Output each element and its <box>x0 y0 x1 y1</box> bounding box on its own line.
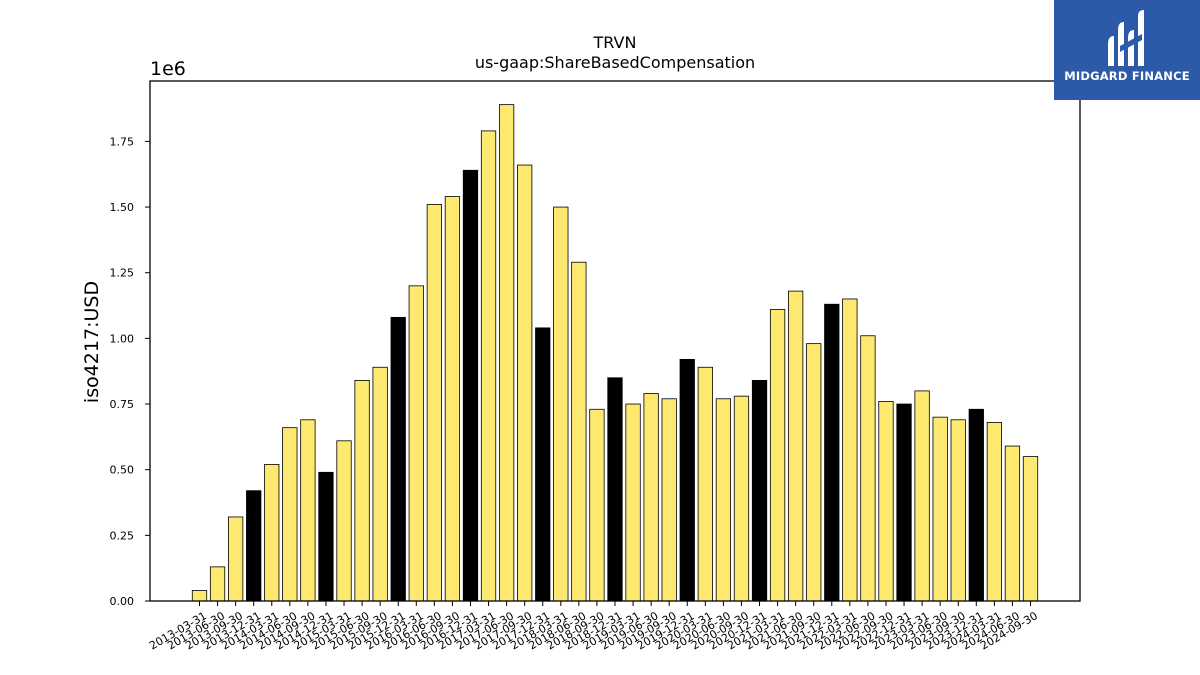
bar-2017-09-30 <box>517 164 533 602</box>
y-tick-label: 0.75 <box>110 398 135 411</box>
bar-2015-06-30 <box>354 379 370 602</box>
plot-frame <box>149 80 1081 602</box>
bar-2015-03-31 <box>336 440 352 602</box>
bar-2015-12-31 <box>390 316 406 602</box>
bar-2015-09-30 <box>372 366 388 602</box>
bar-2022-12-31 <box>896 403 912 602</box>
logo-mark-icon <box>1108 10 1144 66</box>
y-tick-label: 1.50 <box>110 201 135 214</box>
bar-2023-09-30 <box>950 419 966 602</box>
bar-2023-03-31 <box>914 390 930 602</box>
logo-text: MIDGARD FINANCE <box>1064 69 1190 83</box>
chart-title: TRVN <box>593 33 637 52</box>
y-tick-label: 1.00 <box>110 332 135 345</box>
bar-2014-06-30 <box>282 427 298 602</box>
bar-2016-09-30 <box>444 196 461 602</box>
bar-2013-06-30 <box>209 566 226 602</box>
y-tick-label: 1.25 <box>110 267 135 280</box>
logo: MIDGARD FINANCE <box>1054 0 1200 100</box>
bar-2022-09-30 <box>878 400 894 602</box>
bar-2023-12-31 <box>968 408 984 602</box>
bar-2019-03-31 <box>625 403 641 602</box>
y-tick-label: 0.25 <box>110 529 135 542</box>
y-multiplier-label: 1e6 <box>150 58 186 80</box>
bar-2020-06-30 <box>715 398 732 602</box>
bar-2018-06-30 <box>571 261 587 602</box>
bar-2024-06-30 <box>1004 445 1021 602</box>
bar-2020-09-30 <box>733 395 750 602</box>
y-tick-label: 1.75 <box>110 135 135 148</box>
bar-2016-12-31 <box>462 169 479 602</box>
bar-2013-03-31 <box>191 590 208 602</box>
bar-2024-09-30 <box>1022 456 1039 602</box>
bar-2014-12-31 <box>318 471 334 602</box>
bar-2019-09-30 <box>661 398 677 602</box>
bar-2021-09-30 <box>806 343 822 602</box>
bar-2013-12-31 <box>246 490 262 602</box>
y-tick-label: 0.50 <box>110 464 135 477</box>
y-ticks-group: 0.00 0.25 0.50 0.75 1.00 1.25 1.50 1.75 <box>110 135 150 608</box>
bars-group <box>191 104 1039 602</box>
bar-2022-06-30 <box>860 335 876 602</box>
bar-2017-03-31 <box>480 130 497 602</box>
bar-2016-03-31 <box>408 285 424 602</box>
bar-2023-06-30 <box>932 416 948 602</box>
bar-2024-03-31 <box>986 422 1002 602</box>
bar-2022-03-31 <box>842 298 858 602</box>
bar-2019-06-30 <box>643 393 659 602</box>
bar-2021-06-30 <box>788 290 804 602</box>
x-ticks-group: 2013-03-312013-06-302013-09-302013-12-31… <box>147 601 1040 652</box>
bar-2019-12-31 <box>679 358 695 602</box>
bar-2017-06-30 <box>498 104 515 602</box>
bar-2016-06-30 <box>426 204 442 602</box>
chart-subtitle: us-gaap:ShareBasedCompensation <box>475 53 755 72</box>
y-tick-label: 0.00 <box>110 595 135 608</box>
bar-2013-09-30 <box>227 516 244 602</box>
bar-2018-12-31 <box>607 377 623 602</box>
bar-2020-12-31 <box>751 379 768 602</box>
y-axis-label: iso4217:USD <box>81 281 103 403</box>
bar-2017-12-31 <box>535 327 551 602</box>
bar-2018-09-30 <box>589 408 605 602</box>
bar-2014-03-31 <box>264 464 280 602</box>
bar-2014-09-30 <box>300 419 316 602</box>
bar-2018-03-31 <box>553 206 569 602</box>
bar-2021-12-31 <box>824 303 840 602</box>
bar-2021-03-31 <box>769 309 786 602</box>
bar-2020-03-31 <box>697 366 713 602</box>
